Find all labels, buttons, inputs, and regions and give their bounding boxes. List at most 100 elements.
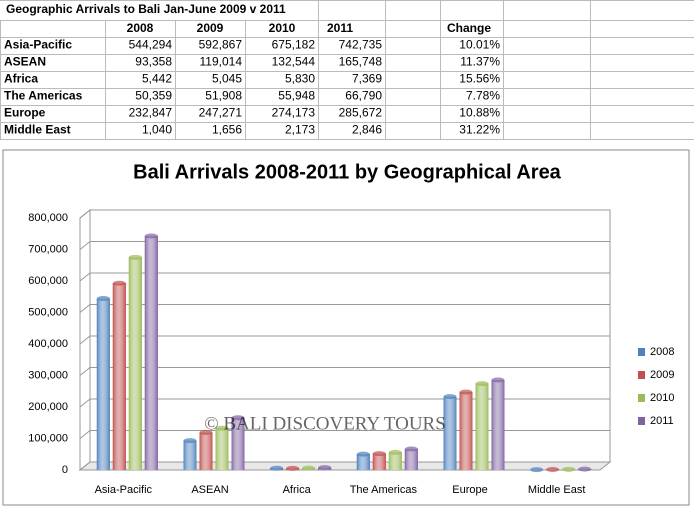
bar-cap <box>231 415 245 421</box>
cell-value: 55,948 <box>278 89 315 103</box>
grid-line <box>79 430 610 439</box>
cell-value: 2,173 <box>285 123 315 137</box>
legend-label: 2010 <box>650 392 674 404</box>
bar-shade <box>404 448 418 470</box>
bar-shade <box>183 440 197 470</box>
bar-cap <box>475 381 489 387</box>
legend-label: 2008 <box>650 346 674 358</box>
y-tick-label: 700,000 <box>28 243 68 255</box>
grid-line <box>79 241 610 250</box>
row-label: Africa <box>4 72 38 86</box>
watermark: © BALI DISCOVERY TOURS <box>204 413 446 434</box>
bar-cap <box>459 389 473 395</box>
bar-cap <box>112 280 126 286</box>
x-tick-label: Europe <box>452 484 487 496</box>
bar-shade <box>96 298 110 470</box>
cell-value: 7,369 <box>352 72 382 86</box>
row-label: ASEAN <box>4 55 46 69</box>
y-tick-label: 300,000 <box>28 369 68 381</box>
cell-value: 66,790 <box>345 89 382 103</box>
bar-shade <box>356 454 370 470</box>
row-label: The Americas <box>4 89 83 103</box>
column-header: 2009 <box>197 21 224 35</box>
legend-swatch <box>638 394 645 402</box>
cell-value: 5,830 <box>285 72 315 86</box>
cell-value: 7.78% <box>466 89 500 103</box>
bar-cap <box>199 430 213 436</box>
cell-value: 31.22% <box>459 123 500 137</box>
x-tick-label: Africa <box>283 484 312 496</box>
bar-cap <box>318 465 332 471</box>
column-header: 2010 <box>269 21 296 35</box>
bar-shade <box>112 283 126 470</box>
x-tick-label: Asia-Pacific <box>95 484 153 496</box>
x-tick-label: ASEAN <box>191 484 228 496</box>
grid-line <box>79 461 610 471</box>
bar-cap <box>530 467 544 473</box>
bar-shade <box>215 428 229 470</box>
bar-shade <box>128 257 142 470</box>
bar-cap <box>388 449 402 455</box>
bar-shade <box>475 383 489 470</box>
cell-value: 93,358 <box>135 55 172 69</box>
grid-line <box>79 272 610 282</box>
cell-value: 247,271 <box>199 106 243 120</box>
grid-line <box>79 209 610 219</box>
bar-cap <box>546 466 560 472</box>
legend-swatch <box>638 371 645 379</box>
x-tick-label: Middle East <box>528 484 585 496</box>
bar-shade <box>443 396 457 470</box>
legend-swatch <box>638 417 645 425</box>
cell-value: 1,040 <box>142 123 172 137</box>
cell-value: 50,359 <box>135 89 172 103</box>
cell-value: 232,847 <box>129 106 173 120</box>
bar-shade <box>491 380 505 470</box>
cell-value: 10.01% <box>459 38 500 52</box>
bar-cap <box>286 465 300 471</box>
y-tick-label: 600,000 <box>28 275 68 287</box>
floor <box>78 461 612 471</box>
bar-cap <box>128 254 142 260</box>
bar-cap <box>270 465 284 471</box>
cell-value: 675,182 <box>272 38 316 52</box>
cell-value: 165,748 <box>339 55 383 69</box>
y-tick-label: 800,000 <box>28 212 68 224</box>
cell-value: 132,544 <box>272 55 316 69</box>
row-label: Middle East <box>4 123 71 137</box>
bar-cap <box>144 233 158 239</box>
cell-value: 274,173 <box>272 106 316 120</box>
cell-value: 285,672 <box>339 106 383 120</box>
column-header: 2008 <box>127 21 154 35</box>
legend-label: 2009 <box>650 369 674 381</box>
cell-value: 11.37% <box>460 55 500 69</box>
y-tick-label: 500,000 <box>28 306 68 318</box>
grid-line <box>79 304 610 313</box>
bar-cap <box>562 466 576 472</box>
y-tick-label: 400,000 <box>28 338 68 350</box>
bar-shade <box>372 453 386 470</box>
bar-cap <box>404 446 418 452</box>
column-header: Change <box>447 21 491 35</box>
row-label: Europe <box>4 106 46 120</box>
cell-value: 544,294 <box>129 38 173 52</box>
bar-cap <box>443 394 457 400</box>
y-tick-label: 200,000 <box>28 401 68 413</box>
grid-line <box>79 335 610 345</box>
cell-value: 119,014 <box>200 55 243 69</box>
bar-shade <box>199 432 213 470</box>
bar-cap <box>215 425 229 431</box>
bar-shade <box>459 392 473 470</box>
bar-shade <box>231 417 245 470</box>
cell-value: 5,045 <box>212 72 242 86</box>
bar-cap <box>96 296 110 302</box>
y-tick-label: 100,000 <box>28 432 68 444</box>
bar-cap <box>578 466 592 472</box>
bar-cap <box>183 438 197 444</box>
column-header: 2011 <box>327 21 353 35</box>
cell-value: 5,442 <box>142 72 172 86</box>
y-tick-label: 0 <box>62 464 68 476</box>
grid-line <box>79 398 610 408</box>
legend-swatch <box>638 348 645 356</box>
